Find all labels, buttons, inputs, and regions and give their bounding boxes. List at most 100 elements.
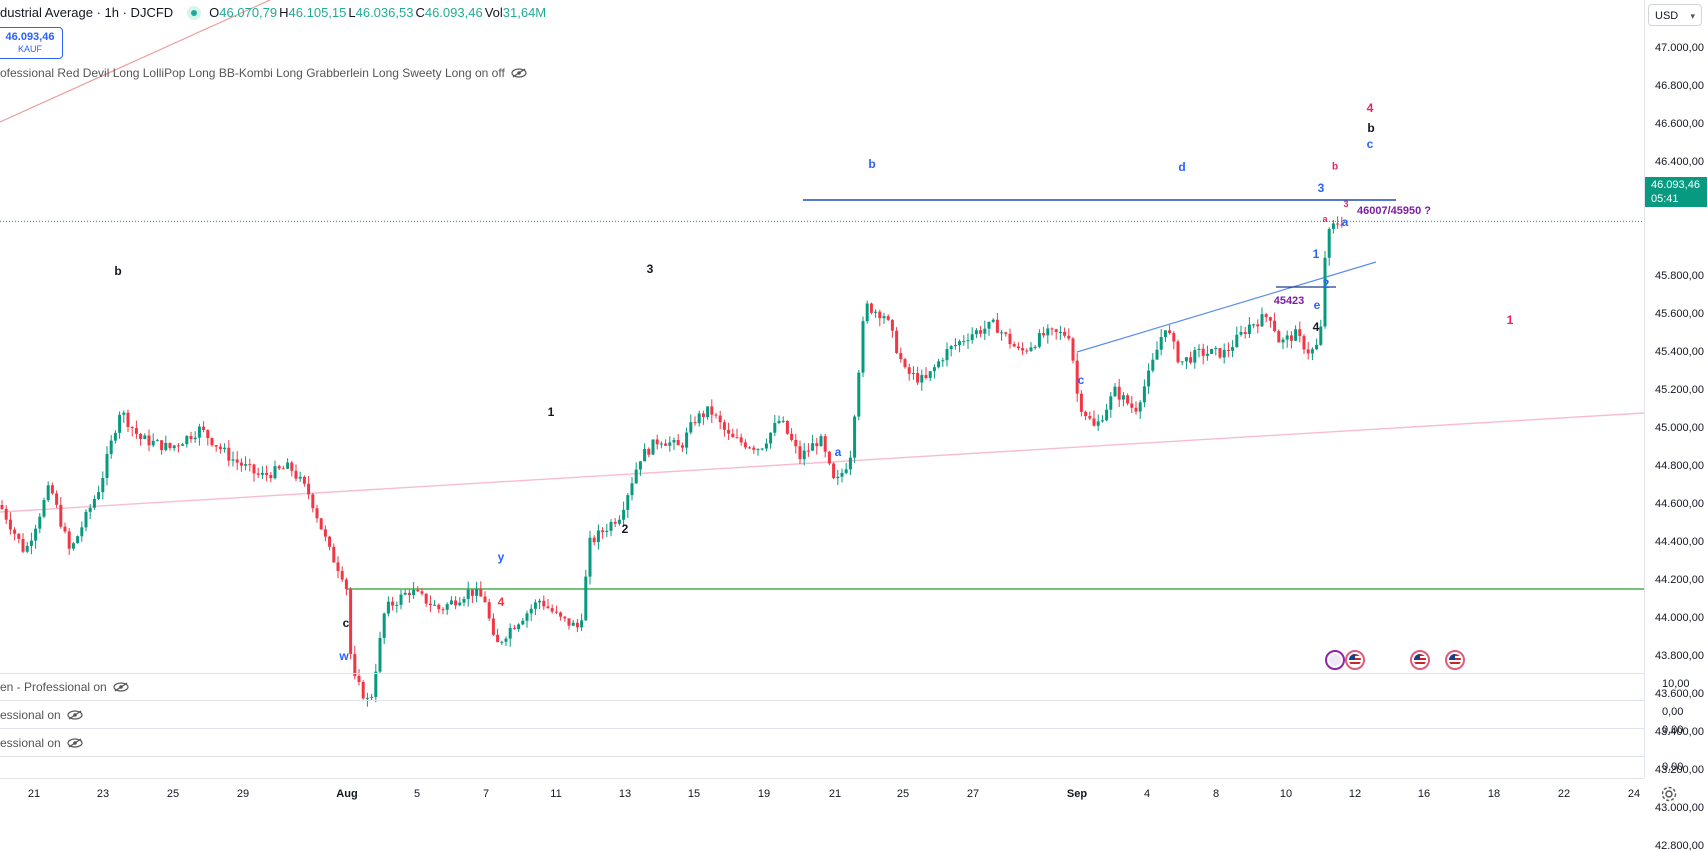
candle-body (538, 600, 542, 603)
candle-body (1012, 343, 1016, 347)
candle-body (445, 604, 449, 610)
candle-body (1214, 348, 1218, 350)
indicator-legend-pane1[interactable]: en - Professional on (0, 680, 129, 694)
bolt-event-icon[interactable] (1325, 650, 1345, 670)
candle-body (567, 618, 571, 626)
indicator-legend-pane2[interactable]: essional on (0, 708, 83, 722)
candle-body (508, 627, 512, 639)
wave-label[interactable]: 2 (621, 522, 629, 536)
candle-body (1105, 409, 1109, 421)
pane-separator[interactable] (0, 673, 1644, 674)
candle-body (622, 509, 626, 520)
wave-label[interactable]: 4 (1312, 320, 1320, 334)
candle-body (521, 620, 525, 625)
wave-label[interactable]: 4 (497, 595, 505, 609)
price-tick: 45.600,00 (1655, 308, 1704, 320)
candle-body (1113, 386, 1117, 397)
target-annotation[interactable]: 46007/45950 ? (1357, 205, 1432, 217)
price-tick: 47.000,00 (1655, 42, 1704, 54)
candle-body (706, 406, 710, 418)
wave-label[interactable]: b (1367, 121, 1375, 135)
candle-body (1130, 403, 1134, 408)
candle-body (773, 423, 777, 433)
buy-price-button[interactable]: 46.093,46 KAUF (0, 27, 63, 59)
candle-body (101, 477, 105, 493)
wave-label[interactable]: 3 (1317, 181, 1325, 195)
indicator-legend-pane3[interactable]: essional on (0, 736, 83, 750)
candle-body (416, 589, 420, 592)
wave-label[interactable]: c (1366, 137, 1374, 151)
wave-label[interactable]: b (1331, 161, 1339, 173)
candle-body (1025, 350, 1029, 352)
us-flag-event-icon[interactable] (1410, 650, 1430, 670)
wave-label[interactable]: 3 (646, 262, 654, 276)
candle-body (920, 375, 924, 383)
symbol-title[interactable]: dustrial Average · 1h · DJCFD (0, 5, 174, 20)
wave-label[interactable]: b (114, 264, 122, 278)
candle-body (1067, 335, 1071, 339)
eye-off-icon[interactable] (511, 68, 527, 78)
candle-body (67, 531, 71, 549)
candle-body (1323, 257, 1327, 327)
high-value: 46.105,15 (288, 5, 347, 20)
wave-label[interactable]: e (1313, 298, 1321, 312)
candle-body (844, 469, 848, 474)
wave-label[interactable]: c (1077, 373, 1085, 387)
candle-body (269, 475, 273, 479)
candle-body (1260, 314, 1264, 327)
candle-body (1315, 344, 1319, 350)
time-tick: 22 (1557, 788, 1571, 800)
gear-icon[interactable] (1660, 785, 1678, 803)
wave-label[interactable]: 1 (1312, 247, 1320, 261)
candlestick-chart[interactable] (0, 0, 1644, 778)
market-status-icon (187, 5, 202, 20)
pane-separator[interactable] (0, 700, 1644, 701)
time-tick: 5 (413, 788, 421, 800)
wave-label[interactable]: y (497, 550, 505, 564)
wave-label[interactable]: 2 (1322, 277, 1330, 291)
eye-off-icon[interactable] (67, 738, 83, 748)
currency-label: USD (1655, 10, 1679, 22)
eye-off-icon[interactable] (67, 710, 83, 720)
price-tick: 44.600,00 (1655, 498, 1704, 510)
currency-select[interactable]: USD ▾ (1648, 4, 1702, 26)
us-flag-event-icon[interactable] (1445, 650, 1465, 670)
time-axis[interactable]: 21 23 25 29 Aug 5 7 11 13 15 19 21 25 27 Sep 4 8 10 12 16 18… (0, 778, 1644, 812)
candle-body (727, 429, 731, 434)
wave-label[interactable]: w (339, 649, 349, 663)
time-tick: 16 (1417, 788, 1431, 800)
price-tick: 44.000,00 (1655, 612, 1704, 624)
pane-separator[interactable] (0, 756, 1644, 757)
chart-area[interactable]: dustrial Average · 1h · DJCFD O 46.070,79… (0, 0, 1644, 778)
wave-label[interactable]: a (1341, 215, 1349, 229)
wave-label[interactable]: 3 (1343, 199, 1349, 209)
wave-label[interactable]: c (342, 616, 350, 630)
candle-body (164, 442, 168, 451)
wave-label[interactable]: 1 (547, 405, 555, 419)
indicator-legend-main[interactable]: ofessional Red Devil Long LolliPop Long … (0, 66, 527, 80)
candle-body (382, 613, 386, 638)
wave-label[interactable]: a (834, 445, 842, 459)
candle-body (42, 500, 46, 517)
candle-body (1298, 329, 1302, 337)
us-flag-event-icon[interactable] (1345, 650, 1365, 670)
support-level-label[interactable]: 45423 (1273, 295, 1305, 307)
eye-off-icon[interactable] (113, 682, 129, 692)
wave-label[interactable]: d (1178, 160, 1186, 174)
wave-label[interactable]: a (1322, 214, 1328, 224)
us-flag-icon-inner (1414, 654, 1426, 666)
candle-body (588, 537, 592, 577)
wave-label[interactable]: b (868, 157, 876, 171)
candle-body (987, 321, 991, 329)
price-axis[interactable]: 47.000,0046.800,0046.600,0046.400,0046.2… (1644, 0, 1708, 852)
close-value: 46.093,46 (424, 5, 483, 20)
candle-body (689, 422, 693, 433)
candle-body (13, 529, 17, 534)
candle-body (1159, 336, 1163, 350)
candle-body (752, 447, 756, 450)
wave-label[interactable]: 4 (1366, 101, 1374, 115)
wave-label[interactable]: 1 (1506, 313, 1514, 327)
indicator-pane2-label: essional on (0, 708, 61, 722)
pane-separator[interactable] (0, 728, 1644, 729)
candle-body (496, 634, 500, 643)
